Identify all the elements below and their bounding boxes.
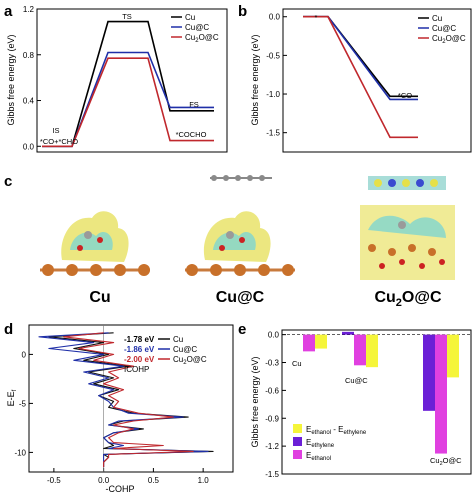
series-line-cu2o-c <box>42 57 214 148</box>
legend-label-cu: Cu <box>185 13 195 22</box>
legend-label-cu-at-c: Cu@C <box>432 24 456 33</box>
panel-a-state-is-note: *CO+*CHO <box>40 137 78 146</box>
xtick-label: 1.0 <box>198 476 210 485</box>
ytick-label: 0.8 <box>23 51 35 60</box>
panel-a-yticks: 0.0 0.4 0.8 1.2 <box>23 5 41 151</box>
bar-cu-c-eethanol-eethylene <box>366 334 378 368</box>
bar-cu-c-eethylene <box>342 331 354 335</box>
panel-b-series <box>303 15 418 139</box>
panel-d-legend: -1.78 eV Cu -1.86 eV Cu@C -2.00 eV Cu2O@… <box>124 335 207 374</box>
ytick-label: -5 <box>19 399 27 408</box>
panel-b-state-co: *CO <box>398 91 412 100</box>
ytick-label: 0.0 <box>268 331 280 340</box>
panel-a-state-is: IS <box>52 126 59 135</box>
panel-a-frame <box>36 8 228 153</box>
panel-c-label-cu2o-at-c: Cu2O@C <box>374 289 442 309</box>
structure-cu-at-c-image <box>185 175 295 276</box>
panel-c-label-cu: Cu <box>89 289 110 306</box>
icohp-value-cu-at-c: -1.86 eV <box>124 345 155 354</box>
panel-e-legend: Eethanol - Eethylene Eethylene Eethanol <box>293 424 367 462</box>
ytick-label: -0.5 <box>266 51 280 60</box>
panel-b-yticks: 0.0 -0.5 -1.0 -1.5 <box>266 13 287 138</box>
panel-d-ylabel: E-Ef <box>6 389 18 406</box>
ytick-label: -10 <box>14 448 26 457</box>
icohp-title: ICOHP <box>124 365 149 374</box>
legend-swatch-ethanol <box>293 450 302 459</box>
structure-cu-image <box>40 211 150 276</box>
icohp-value-cu: -1.78 eV <box>124 335 155 344</box>
xtick-label: -0.5 <box>47 476 61 485</box>
panel-a-ylabel: Gibbs free energy (eV) <box>6 34 16 125</box>
bar-cu-eethanol <box>303 334 315 352</box>
panel-e-ylabel: Gibbs free energy (eV) <box>250 356 260 447</box>
legend-label-cu: Cu <box>432 14 442 23</box>
panel-b: b Gibbs free energy (eV) 0.0 -0.5 -1.0 -1.5… <box>238 3 472 153</box>
structure-cu2o-at-c-image <box>360 176 455 280</box>
panel-a-state-ts: TS <box>122 12 132 21</box>
ytick-label: -1.0 <box>266 90 280 99</box>
xtick-label: 0.5 <box>148 476 160 485</box>
legend-label-ethanol: Eethanol <box>306 451 331 462</box>
legend-label-cu-at-c: Cu@C <box>185 23 209 32</box>
panel-b-label: b <box>238 3 247 20</box>
ytick-label: -1.2 <box>265 442 279 451</box>
panel-a-legend: Cu Cu@C Cu2O@C <box>171 13 219 44</box>
bar-cu2o-c-eethylene <box>423 334 435 411</box>
ytick-label: 0.0 <box>23 142 35 151</box>
legend-label-cu2o-at-c: Cu2O@C <box>173 355 207 366</box>
legend-swatch-ethanol-minus-ethylene <box>293 424 302 433</box>
panel-d-label: d <box>4 321 13 338</box>
panel-d-series <box>38 332 214 468</box>
series-line-cu2o-c <box>303 15 418 139</box>
panel-a-state-fs-note: *COCHO <box>176 130 207 139</box>
legend-label-ethylene: Eethylene <box>306 438 335 449</box>
panel-d-xlabel: -COHP <box>106 484 135 494</box>
legend-label-cu: Cu <box>173 335 183 344</box>
ytick-label: 0.4 <box>23 97 35 106</box>
xtick-label: 0.0 <box>98 476 110 485</box>
panel-b-frame <box>282 8 472 153</box>
legend-label-cu2o-at-c: Cu2O@C <box>185 33 219 44</box>
panel-d-frame <box>28 324 234 473</box>
panel-a-series <box>42 20 214 148</box>
ytick-label: 0 <box>22 350 27 359</box>
bar-cu2o-c-eethanol-eethylene <box>447 334 459 378</box>
bar-cu-eethanol-eethylene <box>315 334 327 349</box>
panel-e-category-cu: Cu <box>292 359 302 368</box>
icohp-value-cu2o-at-c: -2.00 eV <box>124 355 155 364</box>
legend-swatch-ethylene <box>293 437 302 446</box>
ytick-label: -1.5 <box>265 470 279 479</box>
panel-e-label: e <box>238 321 246 338</box>
panel-d: d E-Ef -COHP 0 -5 -10 -0.5 0.0 0.5 1.0 -1.78 e… <box>4 321 234 494</box>
series-line-cu <box>303 15 418 98</box>
bar-cu2o-c-eethanol <box>435 334 447 454</box>
ytick-label: -0.3 <box>265 359 279 368</box>
panel-a-state-fs: FS <box>189 100 199 109</box>
ytick-label: 1.2 <box>23 5 35 14</box>
panel-a-label: a <box>4 3 13 20</box>
panel-b-ylabel: Gibbs free energy (eV) <box>250 34 260 125</box>
panel-c: c Cu <box>4 173 455 309</box>
series-line-cu2o-c <box>63 332 194 468</box>
panel-e-category-cu2o-at-c: Cu2O@C <box>430 456 462 467</box>
panel-e-frame <box>281 329 472 475</box>
ytick-label: -0.9 <box>265 414 279 423</box>
legend-label-ethanol-minus-ethylene: Eethanol - Eethylene <box>306 425 367 436</box>
ytick-label: 0.0 <box>269 13 281 22</box>
panel-e: e Gibbs free energy (eV) 0.0 -0.3 -0.6 -0.9… <box>238 321 472 479</box>
legend-label-cu-at-c: Cu@C <box>173 345 197 354</box>
panel-e-category-cu-at-c: Cu@C <box>345 376 368 385</box>
ytick-label: -1.5 <box>266 129 280 138</box>
panel-c-label-cu-at-c: Cu@C <box>216 289 265 306</box>
panel-c-label: c <box>4 173 12 190</box>
ytick-label: -0.6 <box>265 386 279 395</box>
bar-cu-c-eethanol <box>354 334 366 366</box>
panel-b-legend: Cu Cu@C Cu2O@C <box>418 14 466 45</box>
panel-e-bars <box>303 331 459 454</box>
panel-a: a Gibbs free energy (eV) 0.0 0.4 0.8 1.2 IS… <box>4 3 228 153</box>
legend-label-cu2o-at-c: Cu2O@C <box>432 34 466 45</box>
panel-b-state-star: * <box>315 13 318 22</box>
